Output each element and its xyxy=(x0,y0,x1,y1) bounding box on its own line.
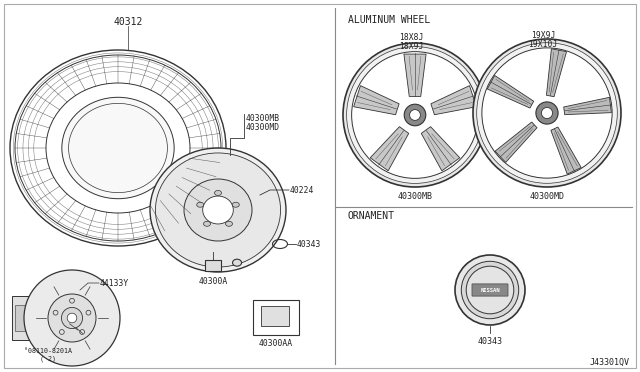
Text: ALUMINUM WHEEL: ALUMINUM WHEEL xyxy=(348,15,430,25)
Text: 19X10J: 19X10J xyxy=(529,39,557,48)
Ellipse shape xyxy=(150,148,286,272)
Text: 40300MB: 40300MB xyxy=(246,113,280,122)
Circle shape xyxy=(61,307,83,328)
Polygon shape xyxy=(551,127,581,174)
Circle shape xyxy=(347,46,483,183)
Text: J43301QV: J43301QV xyxy=(590,357,630,366)
Text: 40300A: 40300A xyxy=(198,276,228,285)
Circle shape xyxy=(541,108,552,119)
Bar xyxy=(261,306,289,326)
Circle shape xyxy=(477,43,618,183)
Circle shape xyxy=(48,294,96,342)
Ellipse shape xyxy=(232,202,239,207)
Polygon shape xyxy=(12,296,36,340)
Polygon shape xyxy=(354,86,399,115)
Circle shape xyxy=(455,255,525,325)
Ellipse shape xyxy=(214,190,221,195)
Text: 44133Y: 44133Y xyxy=(100,279,129,288)
Circle shape xyxy=(536,102,558,124)
Polygon shape xyxy=(547,49,566,97)
Polygon shape xyxy=(564,97,611,115)
Circle shape xyxy=(67,313,77,323)
Polygon shape xyxy=(370,126,409,171)
Polygon shape xyxy=(495,122,537,162)
Circle shape xyxy=(410,110,420,121)
Text: 19X9J: 19X9J xyxy=(531,31,555,39)
Circle shape xyxy=(343,43,487,187)
Ellipse shape xyxy=(204,221,211,226)
Polygon shape xyxy=(487,76,534,108)
Ellipse shape xyxy=(196,202,204,207)
Polygon shape xyxy=(421,126,460,171)
Text: 40300MB: 40300MB xyxy=(397,192,433,201)
Circle shape xyxy=(351,52,478,178)
FancyBboxPatch shape xyxy=(472,284,508,296)
Text: 40300MD: 40300MD xyxy=(529,192,564,201)
Text: 40343: 40343 xyxy=(297,240,321,248)
Circle shape xyxy=(466,266,514,314)
Polygon shape xyxy=(431,86,476,115)
Text: 18X9J: 18X9J xyxy=(399,42,423,51)
Text: 40312: 40312 xyxy=(113,17,143,27)
Circle shape xyxy=(24,270,120,366)
Ellipse shape xyxy=(62,97,174,199)
Ellipse shape xyxy=(232,259,241,266)
Text: 40300MD: 40300MD xyxy=(246,122,280,131)
Ellipse shape xyxy=(156,153,280,267)
Ellipse shape xyxy=(184,179,252,241)
Text: ORNAMENT: ORNAMENT xyxy=(348,211,395,221)
Bar xyxy=(253,300,299,335)
Text: °08110-8201A
( 2): °08110-8201A ( 2) xyxy=(24,348,72,362)
Circle shape xyxy=(473,39,621,187)
Text: 40300AA: 40300AA xyxy=(259,340,293,349)
Circle shape xyxy=(404,104,426,126)
Text: 40343: 40343 xyxy=(477,337,502,346)
Ellipse shape xyxy=(203,196,234,224)
Circle shape xyxy=(482,48,612,178)
Text: NISSAN: NISSAN xyxy=(480,288,500,292)
Text: 18X8J: 18X8J xyxy=(399,32,423,42)
Polygon shape xyxy=(404,54,426,96)
Bar xyxy=(205,260,221,271)
Circle shape xyxy=(461,261,518,319)
Text: 40224: 40224 xyxy=(290,186,314,195)
Bar xyxy=(15,305,30,331)
Ellipse shape xyxy=(225,221,232,226)
